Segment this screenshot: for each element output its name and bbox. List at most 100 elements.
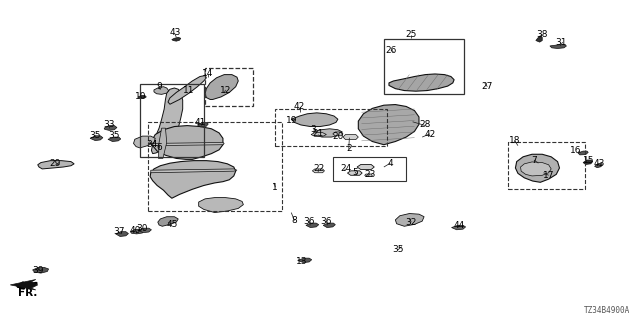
Polygon shape bbox=[197, 123, 208, 127]
Polygon shape bbox=[198, 197, 243, 212]
Text: 11: 11 bbox=[183, 86, 195, 95]
Polygon shape bbox=[138, 228, 152, 233]
Text: 10: 10 bbox=[136, 92, 147, 101]
Text: 16: 16 bbox=[570, 146, 581, 155]
Polygon shape bbox=[333, 132, 343, 136]
Polygon shape bbox=[515, 154, 559, 182]
Text: 5: 5 bbox=[352, 168, 358, 177]
Polygon shape bbox=[452, 225, 466, 230]
Text: 26: 26 bbox=[385, 45, 397, 55]
Text: 43: 43 bbox=[170, 28, 180, 37]
Text: TZ34B4900A: TZ34B4900A bbox=[584, 306, 630, 315]
Text: 43: 43 bbox=[594, 159, 605, 168]
Polygon shape bbox=[159, 128, 167, 158]
Text: 42: 42 bbox=[424, 130, 435, 139]
Polygon shape bbox=[205, 75, 238, 100]
Polygon shape bbox=[152, 142, 224, 146]
Text: 44: 44 bbox=[454, 221, 465, 230]
Text: 45: 45 bbox=[166, 220, 177, 229]
Polygon shape bbox=[168, 76, 206, 104]
Text: 38: 38 bbox=[536, 30, 547, 39]
Text: 25: 25 bbox=[406, 30, 417, 39]
Polygon shape bbox=[323, 223, 335, 228]
Text: 37: 37 bbox=[113, 227, 125, 236]
Polygon shape bbox=[158, 217, 178, 226]
Text: FR.: FR. bbox=[19, 288, 38, 298]
Polygon shape bbox=[33, 268, 49, 273]
Text: 29: 29 bbox=[49, 159, 61, 168]
Text: 35: 35 bbox=[392, 245, 404, 254]
Text: 40: 40 bbox=[129, 226, 141, 235]
Polygon shape bbox=[152, 88, 182, 154]
Polygon shape bbox=[150, 161, 236, 198]
Polygon shape bbox=[389, 74, 454, 91]
Bar bbox=[508, 141, 585, 189]
Polygon shape bbox=[311, 132, 326, 136]
Polygon shape bbox=[172, 37, 180, 41]
Bar bbox=[140, 84, 204, 157]
Polygon shape bbox=[365, 174, 372, 177]
Polygon shape bbox=[348, 171, 362, 175]
Text: 3: 3 bbox=[311, 125, 317, 134]
Polygon shape bbox=[583, 160, 593, 164]
Text: 6: 6 bbox=[156, 143, 162, 152]
Bar bbox=[275, 109, 387, 146]
Text: 9: 9 bbox=[156, 82, 162, 91]
Polygon shape bbox=[520, 162, 551, 176]
Text: 31: 31 bbox=[556, 38, 567, 47]
Text: 23: 23 bbox=[364, 170, 376, 179]
Polygon shape bbox=[104, 125, 117, 130]
Text: 42: 42 bbox=[294, 102, 305, 111]
Text: 28: 28 bbox=[420, 120, 431, 130]
Text: 13: 13 bbox=[296, 258, 308, 267]
Polygon shape bbox=[138, 96, 147, 98]
Polygon shape bbox=[298, 258, 312, 263]
Polygon shape bbox=[595, 163, 602, 168]
Text: 41: 41 bbox=[195, 118, 206, 127]
Text: 2: 2 bbox=[346, 144, 351, 153]
Text: 17: 17 bbox=[543, 172, 554, 180]
Text: 20: 20 bbox=[332, 132, 344, 140]
Polygon shape bbox=[358, 105, 419, 145]
Text: 15: 15 bbox=[582, 156, 594, 165]
Text: 30: 30 bbox=[137, 224, 148, 233]
Polygon shape bbox=[116, 232, 129, 236]
Text: 4: 4 bbox=[387, 159, 393, 168]
Polygon shape bbox=[90, 136, 103, 140]
Polygon shape bbox=[306, 223, 319, 228]
Text: 21: 21 bbox=[312, 129, 324, 138]
Text: 34: 34 bbox=[147, 140, 157, 148]
Text: 14: 14 bbox=[202, 69, 213, 78]
Polygon shape bbox=[10, 279, 38, 290]
Polygon shape bbox=[396, 213, 424, 226]
Text: 32: 32 bbox=[406, 218, 417, 227]
Text: 27: 27 bbox=[482, 82, 493, 91]
Polygon shape bbox=[108, 137, 121, 141]
Text: 24: 24 bbox=[340, 164, 351, 173]
Text: 35: 35 bbox=[108, 131, 120, 140]
Text: 18: 18 bbox=[509, 136, 520, 145]
Polygon shape bbox=[312, 169, 324, 173]
Polygon shape bbox=[314, 129, 342, 137]
Polygon shape bbox=[536, 36, 542, 42]
Polygon shape bbox=[134, 136, 156, 148]
Polygon shape bbox=[151, 169, 237, 173]
Polygon shape bbox=[154, 87, 169, 94]
Polygon shape bbox=[38, 161, 74, 169]
Bar bbox=[333, 157, 406, 181]
Text: 22: 22 bbox=[313, 164, 324, 173]
Polygon shape bbox=[131, 229, 144, 234]
Text: 39: 39 bbox=[32, 266, 44, 276]
Polygon shape bbox=[578, 151, 588, 155]
Bar bbox=[384, 39, 464, 94]
Polygon shape bbox=[291, 113, 338, 126]
Text: 1: 1 bbox=[273, 183, 278, 192]
Bar bbox=[148, 123, 282, 211]
Bar bbox=[205, 68, 253, 107]
Text: 35: 35 bbox=[90, 131, 101, 140]
Text: 7: 7 bbox=[531, 156, 537, 164]
Text: 12: 12 bbox=[220, 86, 231, 95]
Polygon shape bbox=[343, 134, 358, 140]
Polygon shape bbox=[357, 164, 374, 170]
Text: 8: 8 bbox=[292, 216, 298, 225]
